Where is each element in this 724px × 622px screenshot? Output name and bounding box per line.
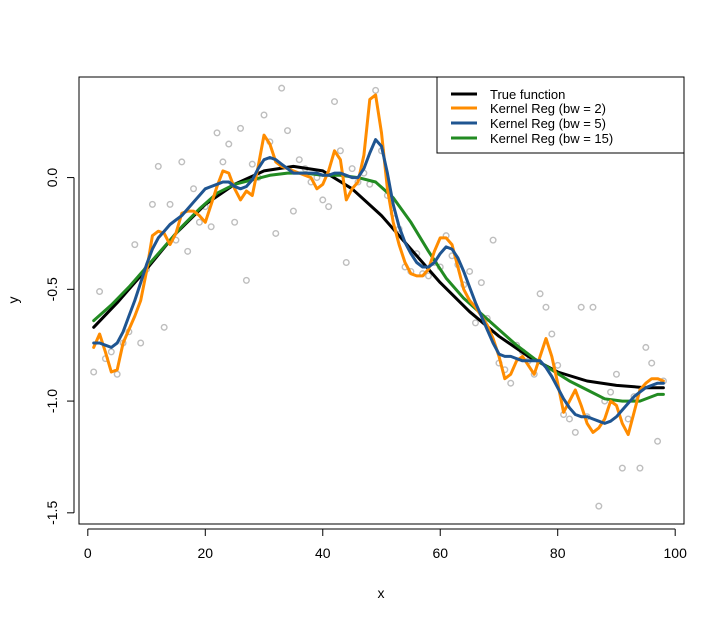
data-point xyxy=(225,140,233,148)
data-point xyxy=(248,160,256,168)
data-point xyxy=(424,272,432,280)
data-point xyxy=(213,129,221,137)
x-axis-label: x xyxy=(378,585,385,601)
legend-label-bw-5: Kernel Reg (bw = 5) xyxy=(490,116,606,131)
bw-5-line xyxy=(92,138,665,425)
data-point xyxy=(618,464,626,472)
x-axis: 0 20 40 60 80 100 xyxy=(84,528,688,561)
data-point xyxy=(131,241,139,249)
y-tick-label: -1.5 xyxy=(44,501,60,525)
data-point xyxy=(219,158,227,166)
data-point xyxy=(342,259,350,267)
data-point xyxy=(466,267,474,275)
data-point xyxy=(336,147,344,155)
data-point xyxy=(642,343,650,351)
data-point xyxy=(207,223,215,231)
data-point xyxy=(565,415,573,423)
data-point xyxy=(595,502,603,510)
data-point xyxy=(648,359,656,367)
data-point xyxy=(471,319,479,327)
data-point xyxy=(571,428,579,436)
data-point xyxy=(237,124,245,132)
x-tick-label: 40 xyxy=(315,545,331,561)
data-point xyxy=(624,415,632,423)
bw-2-line xyxy=(92,93,665,437)
data-point xyxy=(477,279,485,287)
data-point xyxy=(107,348,115,356)
data-point xyxy=(589,303,597,311)
data-point xyxy=(542,303,550,311)
data-point xyxy=(636,464,644,472)
legend-label-bw-15: Kernel Reg (bw = 15) xyxy=(490,131,613,146)
data-point xyxy=(137,339,145,347)
data-point xyxy=(190,185,198,193)
bw-15-line xyxy=(92,171,665,403)
data-point xyxy=(178,158,186,166)
data-point xyxy=(184,247,192,255)
data-point xyxy=(548,330,556,338)
data-point xyxy=(325,203,333,211)
regression-lines xyxy=(92,93,665,437)
legend-label-true-function: True function xyxy=(490,87,565,102)
data-point xyxy=(289,207,297,215)
data-point xyxy=(278,84,286,92)
data-point xyxy=(113,370,121,378)
data-point xyxy=(536,290,544,298)
data-point xyxy=(348,165,356,173)
data-point xyxy=(607,388,615,396)
legend-box xyxy=(436,76,685,154)
data-point xyxy=(195,218,203,226)
data-point xyxy=(284,127,292,135)
x-tick-label: 20 xyxy=(197,545,213,561)
data-point xyxy=(242,276,250,284)
data-point xyxy=(260,111,268,119)
x-tick-label: 0 xyxy=(84,545,92,561)
data-point xyxy=(577,303,585,311)
data-point xyxy=(295,156,303,164)
x-tick-label: 80 xyxy=(550,545,566,561)
data-point xyxy=(489,236,497,244)
data-point xyxy=(231,218,239,226)
legend: True function Kernel Reg (bw = 2) Kernel… xyxy=(436,76,685,154)
data-point xyxy=(372,86,380,94)
data-point xyxy=(554,361,562,369)
data-point xyxy=(96,288,104,296)
data-point xyxy=(160,323,168,331)
y-axis-label: y xyxy=(5,297,21,304)
data-point xyxy=(612,370,620,378)
data-point xyxy=(331,98,339,106)
data-point xyxy=(154,162,162,170)
data-point xyxy=(148,200,156,208)
legend-label-bw-2: Kernel Reg (bw = 2) xyxy=(490,101,606,116)
data-point xyxy=(319,196,327,204)
plot-frame xyxy=(78,76,685,525)
data-point xyxy=(272,229,280,237)
data-point xyxy=(654,437,662,445)
y-tick-label: 0.0 xyxy=(44,168,60,188)
x-tick-label: 100 xyxy=(664,545,688,561)
data-point xyxy=(507,379,515,387)
data-point xyxy=(90,368,98,376)
y-tick-label: -1.0 xyxy=(44,389,60,413)
x-tick-label: 60 xyxy=(432,545,448,561)
data-point xyxy=(166,200,174,208)
true-function-line xyxy=(92,164,665,390)
y-tick-label: -0.5 xyxy=(44,277,60,301)
y-axis: -1.5 -1.0 -0.5 0.0 xyxy=(44,168,75,525)
